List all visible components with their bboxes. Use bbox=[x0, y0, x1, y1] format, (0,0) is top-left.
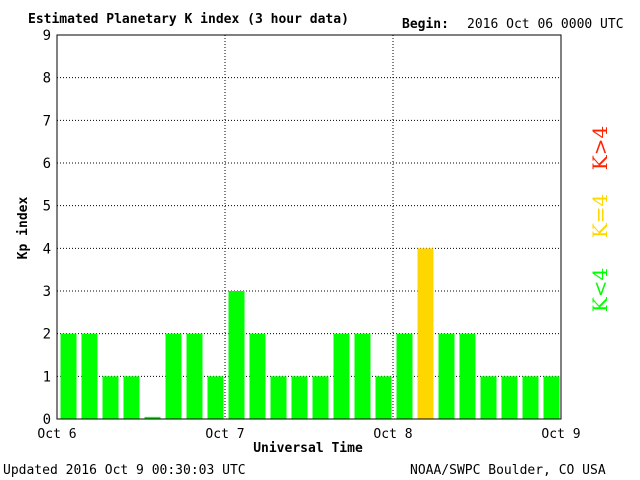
x-axis-label: Universal Time bbox=[253, 441, 363, 456]
x-tick-label: Oct 7 bbox=[205, 427, 244, 442]
y-tick-label: 4 bbox=[43, 241, 51, 257]
source-credit: NOAA/SWPC Boulder, CO USA bbox=[410, 463, 606, 478]
kp-bar bbox=[165, 333, 182, 419]
kp-bar bbox=[270, 376, 287, 419]
y-tick-label: 8 bbox=[43, 71, 51, 87]
grid-lines bbox=[57, 35, 561, 419]
kp-bar bbox=[354, 333, 371, 419]
y-tick-label: 7 bbox=[43, 113, 51, 129]
kp-bar bbox=[144, 416, 161, 419]
y-tick-labels: 0 1 2 3 4 5 6 7 8 9 bbox=[43, 28, 51, 428]
kp-bar bbox=[501, 376, 518, 419]
kp-bar bbox=[186, 333, 203, 419]
y-tick-label: 6 bbox=[43, 156, 51, 172]
kp-bar bbox=[81, 333, 98, 419]
legend-low: K<4 bbox=[588, 268, 612, 312]
kp-bar bbox=[417, 248, 434, 419]
kp-bar bbox=[522, 376, 539, 419]
legend-equal: K=4 bbox=[588, 194, 612, 238]
kp-bar bbox=[249, 333, 266, 419]
kp-bar bbox=[207, 376, 224, 419]
chart-title: Estimated Planetary K index (3 hour data… bbox=[28, 12, 349, 27]
y-tick-label: 2 bbox=[43, 327, 51, 343]
x-tick-labels: Oct 6 Oct 7 Oct 8 Oct 9 bbox=[37, 427, 580, 442]
y-tick-label: 0 bbox=[43, 412, 51, 428]
bars bbox=[60, 248, 560, 419]
begin-value: 2016 Oct 06 0000 UTC bbox=[467, 17, 624, 32]
kp-bar bbox=[543, 376, 560, 419]
kp-bar bbox=[375, 376, 392, 419]
kp-bar bbox=[333, 333, 350, 419]
kp-bar bbox=[123, 376, 140, 419]
kp-bar bbox=[396, 333, 413, 419]
x-tick-label: Oct 8 bbox=[373, 427, 412, 442]
legend-high: K>4 bbox=[588, 126, 612, 170]
kp-bar bbox=[480, 376, 497, 419]
updated-timestamp: Updated 2016 Oct 9 00:30:03 UTC bbox=[3, 463, 246, 478]
kp-bar bbox=[60, 333, 77, 419]
kp-bar bbox=[438, 333, 455, 419]
y-tick-label: 5 bbox=[43, 199, 51, 215]
y-axis-label: Kp index bbox=[16, 197, 31, 260]
x-tick-label: Oct 9 bbox=[541, 427, 580, 442]
y-tick-label: 1 bbox=[43, 369, 51, 385]
y-tick-label: 3 bbox=[43, 284, 51, 300]
x-tick-label: Oct 6 bbox=[37, 427, 76, 442]
begin-label: Begin: bbox=[402, 17, 449, 32]
kp-bar bbox=[459, 333, 476, 419]
kp-bar bbox=[291, 376, 308, 419]
plot-frame bbox=[56, 34, 562, 420]
kp-bar bbox=[312, 376, 329, 419]
kp-bar bbox=[102, 376, 119, 419]
kp-bar bbox=[228, 291, 245, 419]
y-tick-label: 9 bbox=[43, 28, 51, 44]
